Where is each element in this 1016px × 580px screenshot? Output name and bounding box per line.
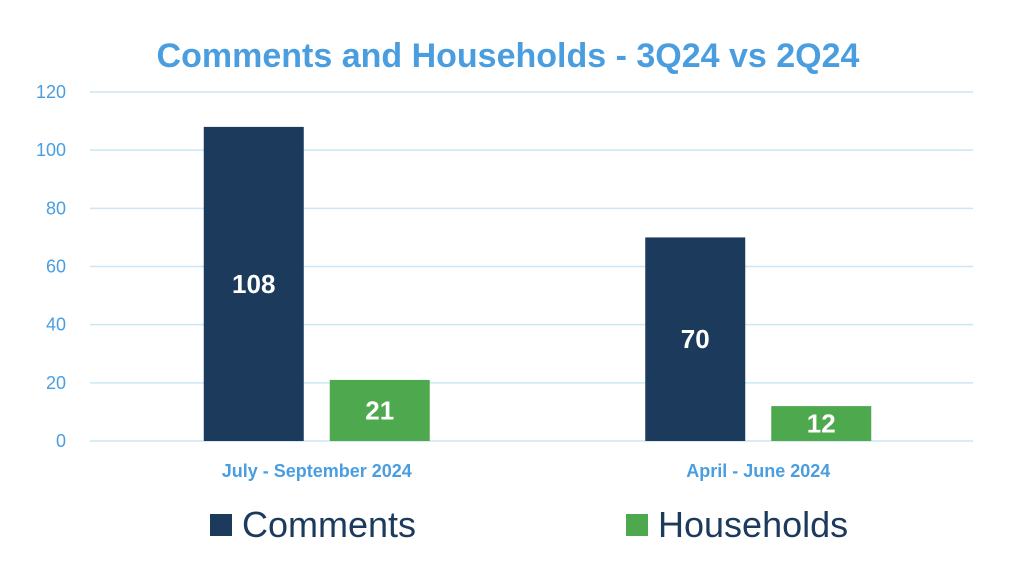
legend: Comments Households xyxy=(0,500,1016,550)
y-tick-label: 20 xyxy=(46,373,66,393)
x-axis-categories: July - September 2024 April - June 2024 xyxy=(222,461,831,481)
x-category-label: July - September 2024 xyxy=(222,461,412,481)
legend-label-comments: Comments xyxy=(242,504,417,545)
legend-swatch-households xyxy=(626,514,648,536)
data-labels: 108 21 70 12 xyxy=(232,269,836,439)
data-label-comments: 70 xyxy=(681,324,710,354)
x-category-label: April - June 2024 xyxy=(686,461,830,481)
chart-plot: 0 20 40 60 80 100 120 108 21 70 12 July - Septemb… xyxy=(36,82,973,481)
bar-households xyxy=(329,379,430,441)
data-label-households: 12 xyxy=(807,409,836,439)
legend-item-households: Households xyxy=(626,500,848,550)
y-tick-label: 60 xyxy=(46,257,66,277)
bar-comments xyxy=(645,237,746,441)
y-axis-ticks: 0 20 40 60 80 100 120 xyxy=(36,82,66,451)
y-tick-label: 80 xyxy=(46,198,66,218)
y-tick-label: 0 xyxy=(56,431,66,451)
bars xyxy=(203,126,872,442)
legend-item-comments: Comments xyxy=(210,500,416,550)
chart-title: Comments and Households - 3Q24 vs 2Q24 xyxy=(156,37,860,75)
y-tick-label: 100 xyxy=(36,140,66,160)
bar-households xyxy=(771,406,872,441)
data-label-comments: 108 xyxy=(232,269,275,299)
legend-swatch-comments xyxy=(210,514,232,536)
data-label-households: 21 xyxy=(365,395,394,425)
y-tick-label: 40 xyxy=(46,315,66,335)
y-tick-label: 120 xyxy=(36,82,66,102)
legend-label-households: Households xyxy=(658,504,849,545)
bar-comments xyxy=(203,126,304,442)
